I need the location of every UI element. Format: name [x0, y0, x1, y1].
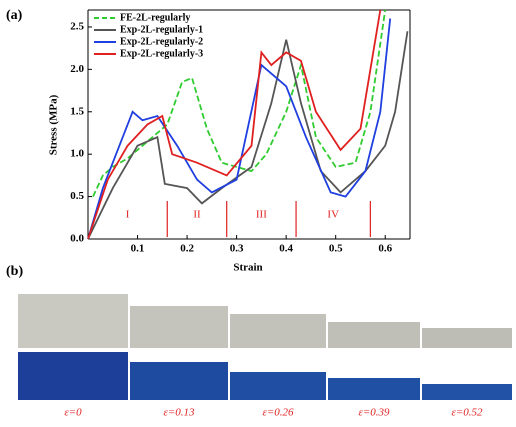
caption: ε=0.13	[163, 407, 195, 419]
region-label: I	[126, 209, 130, 221]
region-label: III	[256, 209, 267, 221]
photo	[422, 328, 512, 348]
simulation	[130, 362, 228, 400]
x-tick-label: 0.5	[329, 243, 343, 255]
x-tick-label: 0.2	[180, 243, 194, 255]
y-tick-label: 0.0	[70, 233, 84, 245]
caption: ε=0	[64, 407, 82, 419]
legend-label: Exp-2L-regularly-1	[120, 24, 203, 35]
y-tick-label: 2.0	[70, 63, 84, 75]
y-tick-label: 2.5	[70, 20, 84, 32]
y-tick-label: 0.5	[70, 190, 84, 202]
simulation	[422, 384, 512, 400]
y-tick-label: 1.0	[70, 148, 84, 160]
photo	[130, 306, 228, 348]
photo	[230, 314, 326, 348]
simulation	[328, 378, 420, 400]
x-tick-label: 0.3	[230, 243, 244, 255]
region-label: II	[193, 209, 201, 221]
legend-label: FE-2L-regularly	[120, 12, 190, 23]
series-line	[87, 9, 382, 240]
simulation	[230, 372, 326, 400]
panel-label: (b)	[6, 264, 23, 279]
caption: ε=0.39	[358, 407, 390, 419]
x-tick-label: 0.1	[131, 243, 145, 255]
y-axis-label: Stress (MPa)	[48, 94, 60, 155]
legend-label: Exp-2L-regularly-2	[120, 36, 203, 47]
x-tick-label: 0.4	[279, 243, 293, 255]
caption: ε=0.26	[262, 407, 294, 419]
region-label: IV	[327, 209, 339, 221]
photos	[18, 294, 512, 400]
series-line	[87, 18, 392, 240]
y-tick-label: 1.5	[70, 105, 84, 117]
series-line	[87, 31, 409, 240]
legend-label: Exp-2L-regularly-3	[120, 48, 203, 59]
x-axis-label: Strain	[233, 262, 262, 274]
simulation	[18, 352, 128, 400]
photo	[18, 294, 128, 348]
x-tick-label: 0.6	[378, 243, 392, 255]
caption: ε=0.52	[451, 407, 483, 419]
panel-label: (a)	[6, 8, 23, 23]
photo	[328, 322, 420, 348]
